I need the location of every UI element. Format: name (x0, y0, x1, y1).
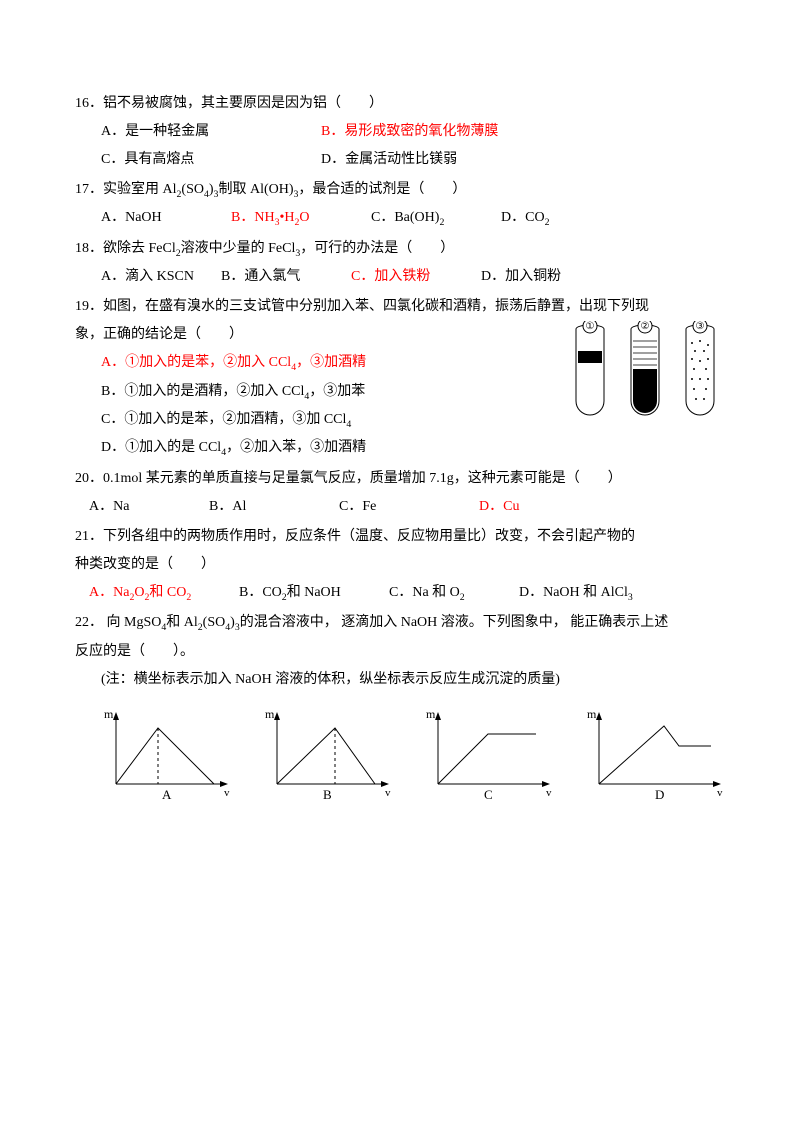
question-21: 21．下列各组中的两物质作用时，反应条件（温度、反应物用量比）改变，不会引起产物… (75, 523, 740, 607)
q18-opt-c: C．加入铁粉 (351, 263, 481, 291)
svg-text:v: v (224, 787, 230, 799)
svg-text:m: m (265, 707, 275, 721)
svg-text:m: m (426, 707, 436, 721)
q19-opt-d: D．①加入的是 CCl4，②加入苯，③加酒精 (101, 434, 740, 462)
q22-stem2: 反应的是（ ）。 (75, 638, 740, 666)
svg-text:①: ① (586, 321, 595, 332)
question-20: 20．0.1mol 某元素的单质直接与足量氯气反应，质量增加 7.1g，这种元素… (75, 465, 740, 521)
chart-d-svg: m v D (579, 706, 729, 801)
question-16: 16．铝不易被腐蚀，其主要原因是因为铝（ ） A．是一种轻金属 B．易形成致密的… (75, 90, 740, 174)
svg-text:A: A (162, 787, 172, 801)
q16-opt-c: C．具有高熔点 (101, 146, 321, 174)
q21-stem1: 21．下列各组中的两物质作用时，反应条件（温度、反应物用量比）改变，不会引起产物… (75, 523, 740, 551)
svg-text:v: v (717, 787, 723, 799)
svg-text:m: m (104, 707, 114, 721)
q22-note: (注：横坐标表示加入 NaOH 溶液的体积，纵坐标表示反应生成沉淀的质量) (75, 666, 740, 694)
svg-text:m: m (587, 707, 597, 721)
q21-stem2: 种类改变的是（ ） (75, 551, 740, 579)
q21-opt-c: C．Na 和 O2 (389, 579, 519, 607)
svg-text:D: D (655, 787, 664, 801)
chart-a-svg: m v A (96, 706, 236, 801)
question-19: 19．如图，在盛有溴水的三支试管中分别加入苯、四氯化碳和酒精，振荡后静置，出现下… (75, 293, 740, 463)
svg-text:v: v (385, 787, 391, 799)
q16-opt-b: B．易形成致密的氧化物薄膜 (321, 118, 498, 146)
exam-page: 16．铝不易被腐蚀，其主要原因是因为铝（ ） A．是一种轻金属 B．易形成致密的… (0, 0, 800, 874)
svg-text:v: v (546, 787, 552, 799)
q17-opt-b: B．NH3•H2O (231, 204, 371, 232)
q17-opt-a: A．NaOH (101, 204, 231, 232)
q17-opt-c: C．Ba(OH)2 (371, 204, 501, 232)
chart-d: m v D (579, 706, 729, 812)
q16-opt-a: A．是一种轻金属 (101, 118, 321, 146)
svg-text:B: B (323, 787, 332, 801)
q18-opt-a: A．滴入 KSCN (101, 263, 221, 291)
q20-opt-c: C．Fe (339, 493, 479, 521)
q17-opt-d: D．CO2 (501, 204, 549, 232)
q21-opt-b: B．CO2和 NaOH (239, 579, 389, 607)
q20-opt-a: A．Na (89, 493, 209, 521)
question-22: 22． 向 MgSO4和 Al2(SO4)3的混合溶液中， 逐滴加入 NaOH … (75, 609, 740, 811)
q16-stem: 16．铝不易被腐蚀，其主要原因是因为铝（ ） (75, 90, 740, 118)
test-tubes-figure: ① ② (560, 321, 730, 432)
chart-b: m v B (257, 706, 397, 812)
chart-c-svg: m v C (418, 706, 558, 801)
q21-opt-d: D．NaOH 和 AlCl3 (519, 579, 633, 607)
question-17: 17．实验室用 Al2(SO4)3制取 Al(OH)3，最合适的试剂是（ ） A… (75, 176, 740, 233)
question-18: 18．欲除去 FeCl2溶液中少量的 FeCl3，可行的办法是（ ） A．滴入 … (75, 235, 740, 291)
q16-opt-d: D．金属活动性比镁弱 (321, 146, 457, 174)
q22-stem1: 22． 向 MgSO4和 Al2(SO4)3的混合溶液中， 逐滴加入 NaOH … (75, 609, 740, 637)
chart-b-svg: m v B (257, 706, 397, 801)
q18-opt-b: B．通入氯气 (221, 263, 351, 291)
q18-opt-d: D．加入铜粉 (481, 263, 561, 291)
q17-stem: 17．实验室用 Al2(SO4)3制取 Al(OH)3，最合适的试剂是（ ） (75, 176, 740, 204)
q21-opt-a: A．Na2O2和 CO2 (89, 579, 239, 607)
chart-c: m v C (418, 706, 558, 812)
tubes-svg: ① ② (560, 321, 730, 421)
svg-text:C: C (484, 787, 493, 801)
charts-row: m v A m v (75, 694, 740, 812)
svg-text:③: ③ (696, 321, 705, 332)
q20-stem: 20．0.1mol 某元素的单质直接与足量氯气反应，质量增加 7.1g，这种元素… (75, 465, 740, 493)
chart-a: m v A (96, 706, 236, 812)
q20-opt-d: D．Cu (479, 493, 519, 521)
q18-stem: 18．欲除去 FeCl2溶液中少量的 FeCl3，可行的办法是（ ） (75, 235, 740, 263)
svg-text:②: ② (641, 321, 650, 332)
q20-opt-b: B．Al (209, 493, 339, 521)
q19-stem1: 19．如图，在盛有溴水的三支试管中分别加入苯、四氯化碳和酒精，振荡后静置，出现下… (75, 293, 740, 321)
